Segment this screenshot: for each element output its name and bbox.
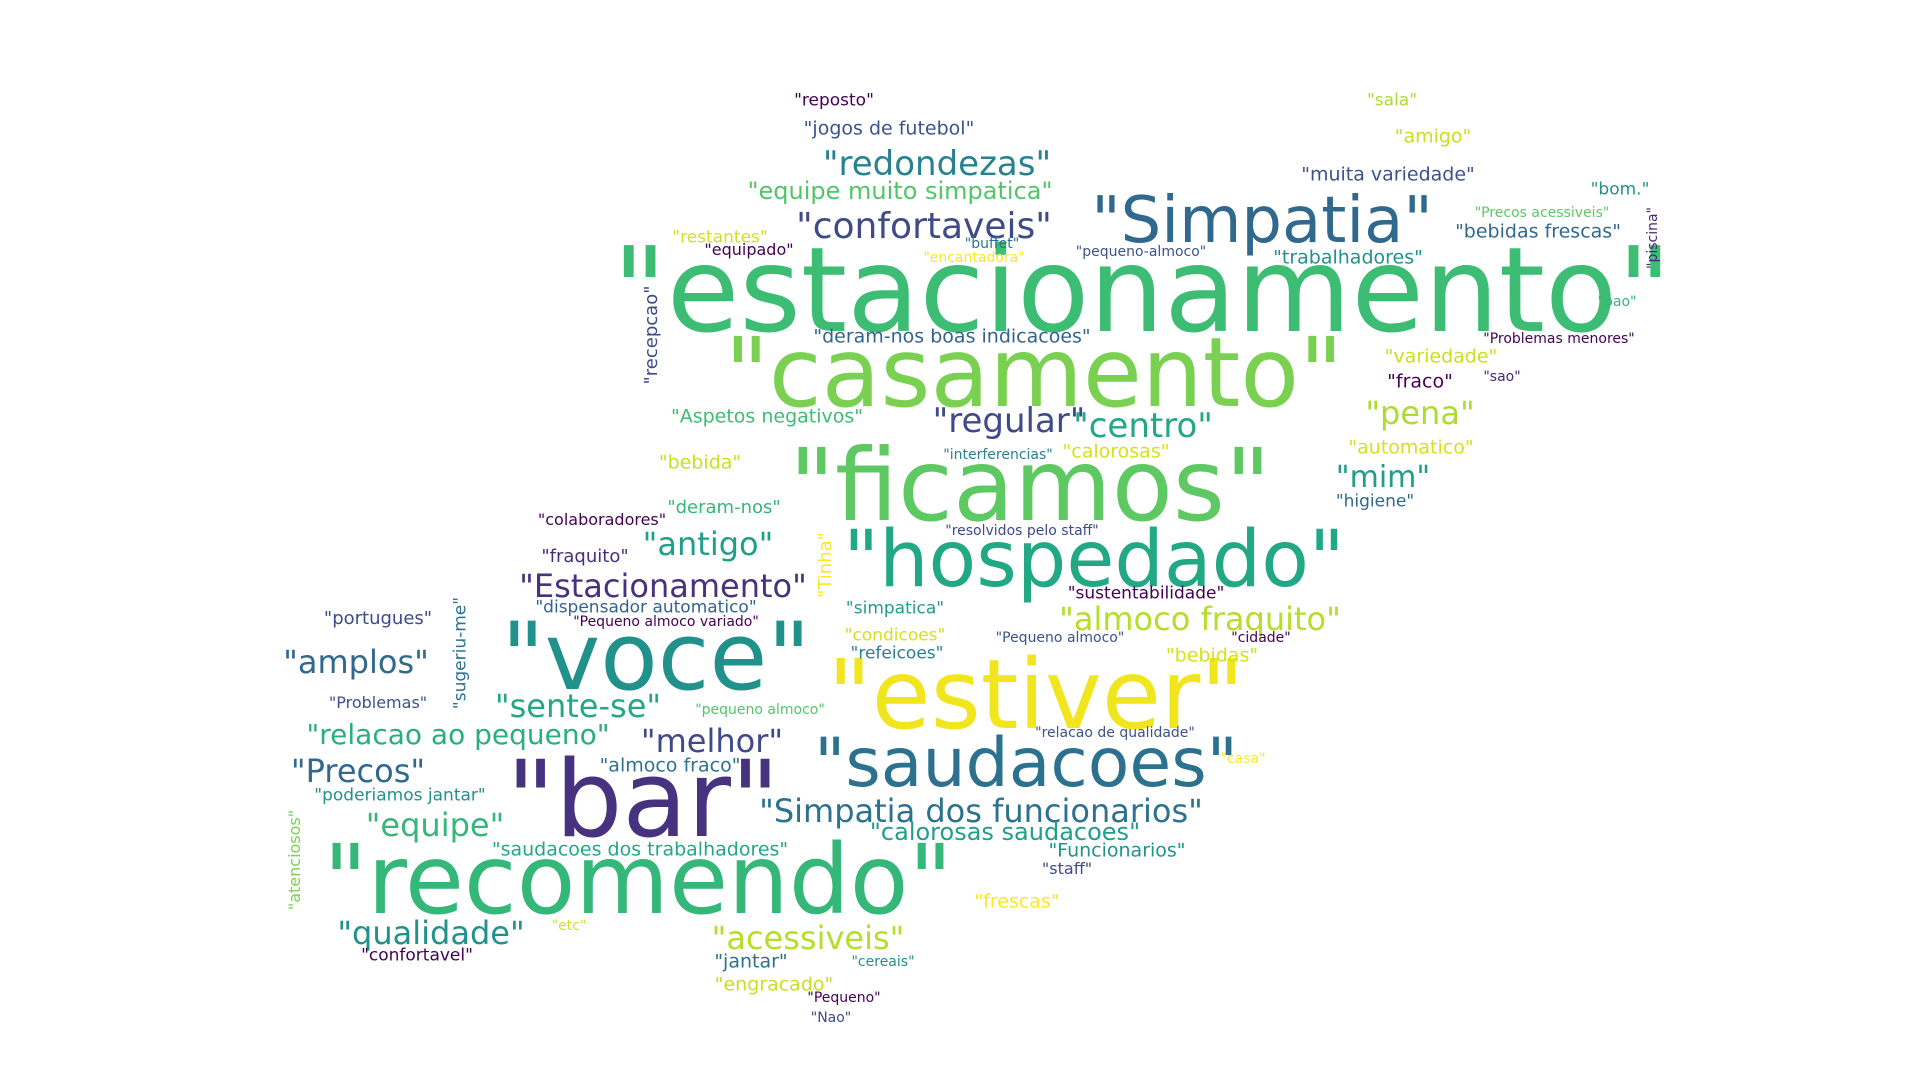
- cloud-word: "bebidas frescas": [1455, 220, 1621, 243]
- cloud-word: "estiver": [827, 639, 1245, 751]
- cloud-word: "Pequeno": [807, 990, 881, 1006]
- cloud-word: "centro": [1073, 406, 1213, 446]
- cloud-word: "simpatica": [845, 598, 945, 619]
- cloud-word: "deram-nos": [667, 497, 781, 518]
- cloud-word: "fraco": [1387, 370, 1453, 393]
- cloud-word: "Aspetos negativos": [670, 405, 864, 428]
- cloud-word: "calorosas saudacoes": [869, 818, 1141, 846]
- cloud-word: "almoco fraquito": [1059, 600, 1341, 638]
- cloud-word: "variedade": [1384, 345, 1498, 368]
- cloud-word: "cidade": [1231, 630, 1291, 646]
- cloud-word: "reposto": [794, 90, 874, 111]
- cloud-word: "muita variedade": [1301, 163, 1475, 186]
- cloud-word: "pequeno-almoco": [1075, 244, 1207, 260]
- cloud-word: "saudacoes dos trabalhadores": [491, 838, 789, 861]
- cloud-word: "sala": [1366, 90, 1418, 111]
- cloud-word: "jogos de futebol": [803, 117, 975, 140]
- cloud-word: "portugues": [323, 608, 433, 629]
- cloud-word: "mim": [1335, 460, 1431, 495]
- cloud-word: "buffet": [964, 236, 1020, 252]
- cloud-word: "atenciosos": [285, 809, 304, 911]
- cloud-word: "calorosas": [1062, 440, 1170, 463]
- cloud-word: "sente-se": [494, 687, 662, 725]
- cloud-word: "saudacoes": [814, 724, 1238, 803]
- cloud-word: "refeicoes": [850, 643, 944, 664]
- cloud-word: "acessiveis": [711, 919, 905, 957]
- cloud-word: "encantadora": [923, 250, 1025, 266]
- cloud-word: "redondezas": [822, 144, 1052, 184]
- cloud-word: "colaboradores": [537, 510, 667, 529]
- cloud-word: "pena": [1365, 394, 1475, 432]
- cloud-word: "deram-nos boas indicacoes": [813, 325, 1091, 348]
- cloud-word: "Precos acessiveis": [1474, 205, 1610, 221]
- cloud-word: "Tinha": [815, 532, 836, 598]
- cloud-word: "amplos": [283, 643, 429, 681]
- cloud-word: "Simpatia": [1091, 184, 1433, 258]
- cloud-word: "Problemas menores": [1483, 331, 1635, 347]
- cloud-word: "bebida": [658, 451, 742, 474]
- cloud-word: "qualidade": [337, 914, 525, 952]
- cloud-word: "antigo": [642, 525, 774, 563]
- cloud-word: "fraquito": [541, 546, 629, 567]
- cloud-word: "pequeno almoco": [695, 702, 825, 718]
- cloud-word: "estacionamento": [612, 221, 1672, 359]
- cloud-word: "ficamos": [789, 427, 1271, 544]
- cloud-word: "trabalhadores": [1273, 246, 1423, 269]
- cloud-word: "almoco fraco": [599, 754, 741, 777]
- cloud-word: "equipado": [704, 240, 794, 259]
- cloud-word: "cereais": [851, 954, 915, 970]
- cloud-word: "Simpatia dos funcionarios": [759, 792, 1203, 830]
- cloud-word: "poderiamos jantar": [314, 785, 486, 806]
- cloud-word: "confortaveis": [796, 206, 1052, 247]
- cloud-word: "resolvidos pelo staff": [945, 523, 1099, 539]
- cloud-word: "higiene": [1335, 491, 1415, 512]
- cloud-word: "Problemas": [328, 693, 428, 712]
- cloud-word: "equipe muito simpatica": [747, 177, 1053, 205]
- cloud-word: "equipe": [365, 806, 505, 844]
- cloud-word: "engracado": [714, 973, 834, 996]
- cloud-word: "piscina": [1645, 207, 1661, 269]
- cloud-word: "etc": [551, 918, 587, 934]
- cloud-word: "dispensador automatico": [535, 597, 757, 618]
- cloud-word: "Funcionarios": [1048, 839, 1186, 862]
- cloud-word: "pao": [1597, 294, 1637, 310]
- cloud-word: "sao": [1483, 369, 1521, 385]
- cloud-word: "bar": [506, 738, 780, 861]
- cloud-word: "Precos": [290, 752, 426, 790]
- cloud-word: "casa": [1220, 751, 1266, 767]
- cloud-word: "bom.": [1590, 179, 1650, 200]
- cloud-word: "staff": [1041, 859, 1093, 878]
- cloud-word: "bebidas": [1165, 644, 1259, 667]
- cloud-word: "Pequeno almoco variado": [573, 614, 759, 630]
- cloud-word: "recomendo": [323, 824, 953, 936]
- cloud-word: "recepcao": [641, 285, 662, 385]
- cloud-word: "Pequeno almoco": [995, 630, 1125, 646]
- cloud-word: "relacao ao pequeno": [306, 718, 610, 751]
- cloud-word: "sustentabilidade": [1067, 583, 1225, 604]
- cloud-word: "Estacionamento": [519, 567, 807, 605]
- cloud-word: "Nao": [810, 1010, 852, 1026]
- cloud-word: "voce": [501, 603, 811, 712]
- cloud-word: "automatico": [1348, 436, 1474, 459]
- cloud-word: "regular": [932, 401, 1086, 441]
- cloud-word: "hospedado": [843, 515, 1345, 605]
- cloud-word: "frescas": [974, 890, 1060, 913]
- cloud-word: "confortavel": [361, 945, 473, 966]
- cloud-word: "melhor": [640, 722, 784, 760]
- cloud-word: "restantes": [672, 227, 768, 248]
- cloud-word: "condicoes": [844, 625, 946, 646]
- cloud-word: "interferencias": [943, 447, 1053, 463]
- cloud-word: "casamento": [724, 317, 1344, 429]
- cloud-word: "jantar": [714, 950, 788, 973]
- cloud-word: "amigo": [1394, 125, 1472, 148]
- cloud-word: "relacao de qualidade": [1035, 725, 1195, 741]
- cloud-word: "sugeriu-me": [450, 596, 471, 710]
